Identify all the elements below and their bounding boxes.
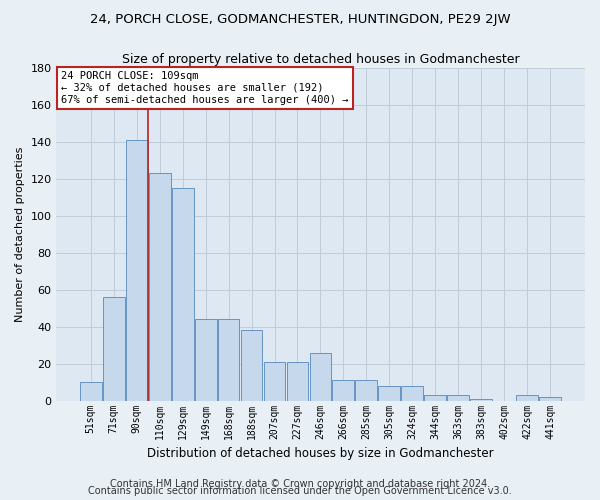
Bar (539, 397, 561, 400)
Bar (287, 362, 308, 401)
Y-axis label: Number of detached properties: Number of detached properties (15, 146, 25, 322)
Bar (424, 395, 446, 400)
Bar (401, 386, 423, 400)
Bar (516, 395, 538, 400)
Bar (126, 140, 148, 400)
Text: 24, PORCH CLOSE, GODMANCHESTER, HUNTINGDON, PE29 2JW: 24, PORCH CLOSE, GODMANCHESTER, HUNTINGD… (89, 12, 511, 26)
Bar (103, 297, 125, 401)
Title: Size of property relative to detached houses in Godmanchester: Size of property relative to detached ho… (122, 52, 519, 66)
Bar (149, 174, 170, 400)
Bar (332, 380, 354, 400)
Bar (80, 382, 102, 400)
Bar (172, 188, 194, 400)
Bar (355, 380, 377, 400)
Bar (263, 362, 286, 401)
Text: Contains HM Land Registry data © Crown copyright and database right 2024.: Contains HM Land Registry data © Crown c… (110, 479, 490, 489)
Text: Contains public sector information licensed under the Open Government Licence v3: Contains public sector information licen… (88, 486, 512, 496)
Bar (241, 330, 262, 400)
Bar (447, 395, 469, 400)
Bar (379, 386, 400, 400)
X-axis label: Distribution of detached houses by size in Godmanchester: Distribution of detached houses by size … (147, 447, 494, 460)
Bar (195, 320, 217, 400)
Text: 24 PORCH CLOSE: 109sqm
← 32% of detached houses are smaller (192)
67% of semi-de: 24 PORCH CLOSE: 109sqm ← 32% of detached… (61, 72, 349, 104)
Bar (218, 320, 239, 400)
Bar (470, 399, 492, 400)
Bar (310, 352, 331, 401)
